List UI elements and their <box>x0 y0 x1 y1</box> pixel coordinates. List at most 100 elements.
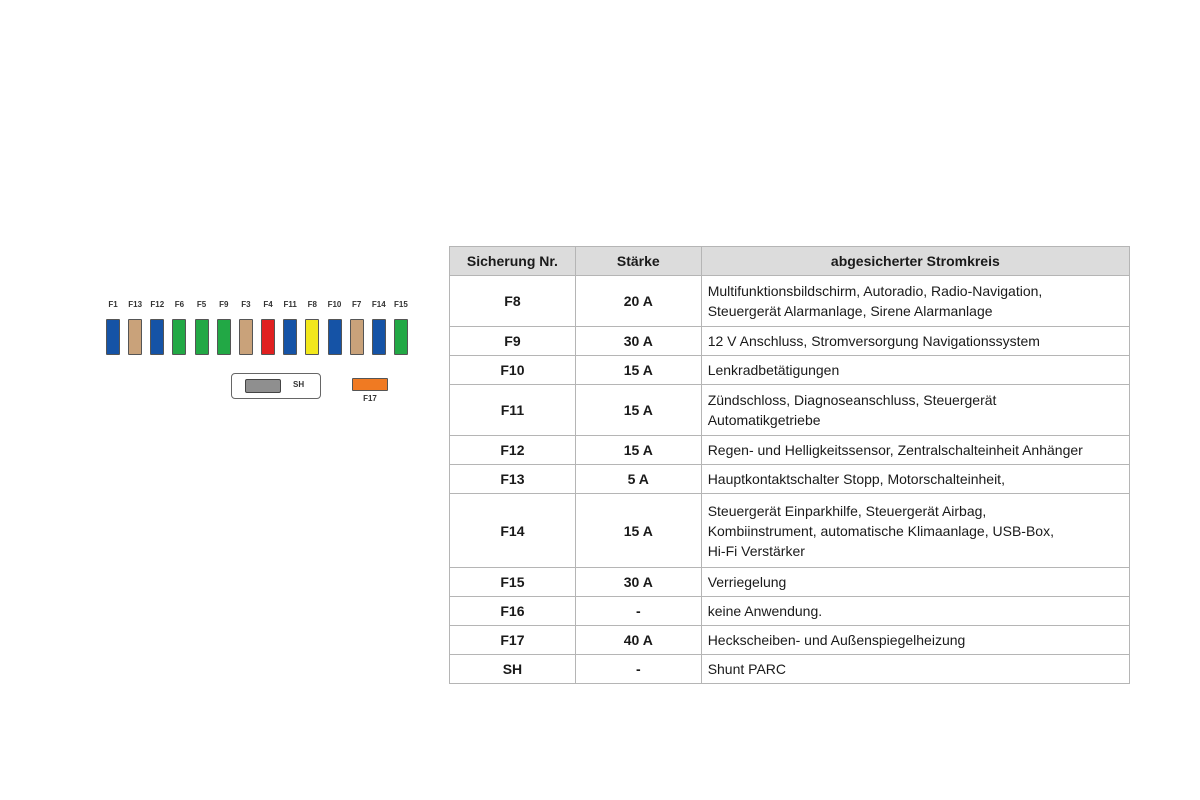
table-row: F9 30 A 12 V Anschluss, Stromversorgung Na… <box>449 326 1131 356</box>
circuit-line: Steuergerät Einparkhilfe, Steuergerät Ai… <box>707 502 987 519</box>
fuse-label: F3 <box>241 300 251 309</box>
table-row: F13 5 A Hauptkontaktschalter Stopp, Motors… <box>449 464 1131 494</box>
fuse-label: F6 <box>174 300 185 309</box>
fuse-label: F4 <box>263 300 273 309</box>
fuse <box>106 319 120 355</box>
fuse-label: F7 <box>351 300 362 309</box>
fuse <box>327 319 342 355</box>
header-rating: Stärke <box>574 246 702 276</box>
fuse <box>261 319 276 355</box>
fuse-f17-label: F17 <box>363 394 377 403</box>
circuit-line: Hauptkontaktschalter Stopp, Motorschalte… <box>707 471 1005 487</box>
header-circuit: abgesicherter Stromkreis <box>700 246 1131 276</box>
fuse <box>371 319 386 355</box>
fuse <box>349 319 364 355</box>
table-row: F15 30 A Verriegelung <box>449 567 1131 597</box>
table-row: F8 20 A Multifunktionsbildschirm, Autoradi… <box>449 275 1131 327</box>
fuse-table: Sicherung Nr. Stärke abgesicherter Strom… <box>449 246 1131 684</box>
fuse-label: F10 <box>327 300 342 309</box>
shunt-holder: SH <box>231 373 321 399</box>
fuse <box>172 319 187 355</box>
fuse-number-cell: F10 <box>449 355 576 385</box>
circuit-cell: Multifunktionsbildschirm, Autoradio, Rad… <box>700 275 1131 327</box>
circuit-line: Regen- und Helligkeitssensor, Zentralsch… <box>707 442 1083 458</box>
fuse-label: F8 <box>307 300 318 309</box>
fuse-label: F12 <box>150 300 165 309</box>
circuit-cell: Regen- und Helligkeitssensor, Zentralsch… <box>700 435 1131 465</box>
rating-cell: - <box>574 596 702 626</box>
fuse <box>128 319 143 355</box>
fuse-label: F11 <box>283 300 297 309</box>
fuse-label: F13 <box>128 300 143 309</box>
fuse-number-cell: F16 <box>449 596 576 626</box>
rating-cell: 20 A <box>574 275 702 327</box>
circuit-cell: Heckscheiben- und Außenspiegelheizung <box>700 625 1131 655</box>
shunt-label: SH <box>293 380 305 389</box>
fuse-f17 <box>352 378 388 391</box>
rating-cell: 30 A <box>574 326 702 356</box>
circuit-cell: Verriegelung <box>700 567 1131 597</box>
fuse-box-diagram: F1 F13 F12 F6 F5 F9 F3 F4 F11 F8 F10 F7 F14 F15 SH F1… <box>100 300 420 410</box>
circuit-line: Hi-Fi Verstärker <box>707 542 805 559</box>
table-row: SH - Shunt PARC <box>449 654 1131 684</box>
circuit-cell: Steuergerät Einparkhilfe, Steuergerät Ai… <box>700 493 1131 568</box>
circuit-line: Heckscheiben- und Außenspiegelheizung <box>707 632 966 648</box>
rating-cell: 15 A <box>574 493 702 568</box>
fuse <box>150 319 165 355</box>
circuit-line: Kombiinstrument, automatische Klimaanlag… <box>707 522 1054 539</box>
fuse-number-cell: F17 <box>449 625 576 655</box>
circuit-line: Lenkradbetätigungen <box>707 362 840 378</box>
header-fuse-number: Sicherung Nr. <box>449 246 576 276</box>
table-row: F12 15 A Regen- und Helligkeitssensor, Zen… <box>449 435 1131 465</box>
rating-cell: 15 A <box>574 355 702 385</box>
rating-cell: 30 A <box>574 567 702 597</box>
fuse-label: F1 <box>108 300 118 309</box>
fuse-number-cell: F15 <box>449 567 576 597</box>
circuit-cell: Hauptkontaktschalter Stopp, Motorschalte… <box>700 464 1131 494</box>
rating-cell: - <box>574 654 702 684</box>
table-row: F10 15 A Lenkradbetätigungen <box>449 355 1131 385</box>
circuit-cell: keine Anwendung. <box>700 596 1131 626</box>
circuit-line: Steuergerät Alarmanlage, Sirene Alarmanl… <box>707 303 993 319</box>
fuse-label: F9 <box>219 300 229 309</box>
fuse-number-cell: F14 <box>449 493 576 568</box>
rating-cell: 40 A <box>574 625 702 655</box>
fuse-label: F14 <box>371 300 386 309</box>
circuit-line: Zündschloss, Diagnoseanschluss, Steuerge… <box>707 392 997 408</box>
circuit-line: keine Anwendung. <box>707 603 823 619</box>
table-row: F16- keine Anwendung. <box>449 596 1131 626</box>
fuse-label: F15 <box>394 300 408 309</box>
table-row: F17 40 A Heckscheiben- und Außenspiegelhei… <box>449 625 1131 655</box>
circuit-cell: Zündschloss, Diagnoseanschluss, Steuerge… <box>700 384 1131 436</box>
fuse <box>305 319 320 355</box>
circuit-line: Verriegelung <box>707 574 787 590</box>
fuse <box>238 319 253 355</box>
circuit-line: Automatikgetriebe <box>707 412 821 428</box>
fuse-number-cell: F9 <box>449 326 576 356</box>
circuit-cell: Lenkradbetätigungen <box>700 355 1131 385</box>
fuse-number-cell: F13 <box>449 464 576 494</box>
table-body: F8 20 A Multifunktionsbildschirm, Autoradi… <box>449 275 1131 684</box>
fuse-label: F5 <box>196 300 207 309</box>
fuse <box>216 319 231 355</box>
circuit-line: Multifunktionsbildschirm, Autoradio, Rad… <box>707 283 1043 299</box>
circuit-cell: Shunt PARC <box>700 654 1131 684</box>
fuse <box>194 319 209 355</box>
shunt-plug <box>245 379 281 393</box>
table-row: F14 15 A Steuergerät Einparkhilfe, Steuerg… <box>449 493 1131 568</box>
header-row: Sicherung Nr. Stärke abgesicherter Strom… <box>449 246 1131 276</box>
rating-cell: 15 A <box>574 384 702 436</box>
rating-cell: 15 A <box>574 435 702 465</box>
fuse <box>283 319 298 355</box>
fuse-label-row: F1 F13 F12 F6 F5 F9 F3 F4 F11 F8 F10 F7 F14 F15 <box>100 300 420 314</box>
fuse <box>393 319 408 355</box>
fuse-row <box>100 319 420 359</box>
fuse-number-cell: F8 <box>449 275 576 327</box>
rating-cell: 5 A <box>574 464 702 494</box>
table-row: F11 15 A Zündschloss, Diagnoseanschluss, S… <box>449 384 1131 436</box>
fuse-number-cell: F11 <box>449 384 576 436</box>
circuit-cell: 12 V Anschluss, Stromversorgung Navigati… <box>700 326 1131 356</box>
table-header: Sicherung Nr. Stärke abgesicherter Strom… <box>449 246 1131 276</box>
circuit-line: 12 V Anschluss, Stromversorgung Navigati… <box>707 333 1040 349</box>
fuse-number-cell: SH <box>449 654 576 684</box>
